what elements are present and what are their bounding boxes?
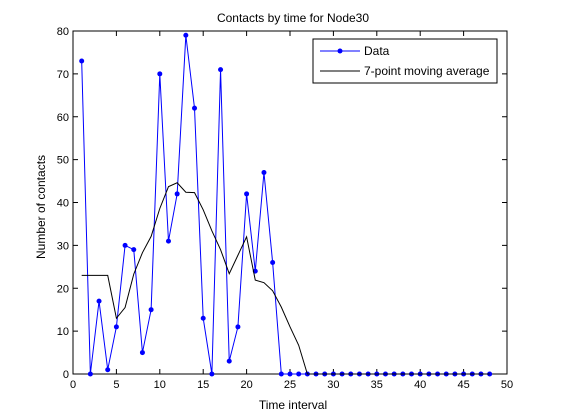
y-tick-label: 60 <box>57 112 69 124</box>
data-point <box>287 371 293 377</box>
y-tick-label: 80 <box>57 26 69 38</box>
x-tick-label: 35 <box>371 379 383 391</box>
y-tick-label: 30 <box>57 240 69 252</box>
data-point <box>87 371 93 377</box>
legend-box <box>312 38 498 84</box>
data-point <box>270 260 276 266</box>
data-point <box>226 358 232 364</box>
axis-ticks: 0 5 10 15 20 25 30 35 40 45 50 0 10 20 30 40 50 60 70 80 <box>57 26 513 391</box>
y-axis-label: Number of contacts <box>34 155 48 259</box>
y-tick-label: 40 <box>57 198 69 210</box>
data-point <box>148 307 154 313</box>
data-point <box>79 58 85 64</box>
x-tick-label: 50 <box>501 379 513 391</box>
y-tick-label: 20 <box>57 283 69 295</box>
legend-label-moving-average: 7-point moving average <box>364 64 490 78</box>
legend: Data 7-point moving average <box>312 38 498 84</box>
data-point <box>218 67 224 73</box>
data-point <box>278 371 284 377</box>
data-point <box>296 371 302 377</box>
series-line-moving-average <box>81 182 490 375</box>
x-tick-label: 10 <box>154 379 166 391</box>
y-tick-label: 70 <box>57 69 69 81</box>
data-point <box>183 32 189 38</box>
x-tick-label: 30 <box>327 379 339 391</box>
data-point <box>235 324 241 330</box>
chart-title: Contacts by time for Node30 <box>217 11 369 25</box>
data-point <box>157 71 163 77</box>
data-point <box>139 350 145 356</box>
x-tick-label: 40 <box>414 379 426 391</box>
data-point <box>200 315 206 321</box>
plot-area <box>72 30 508 375</box>
series-layer <box>79 32 493 377</box>
x-tick-label: 15 <box>197 379 209 391</box>
x-tick-label: 45 <box>457 379 469 391</box>
data-point <box>96 298 102 304</box>
data-point <box>192 105 198 111</box>
data-point <box>165 238 171 244</box>
data-point <box>113 324 119 330</box>
legend-marker-data <box>337 48 343 54</box>
x-tick-label: 0 <box>70 379 76 391</box>
y-tick-label: 50 <box>57 155 69 167</box>
data-point <box>261 169 267 175</box>
y-tick-label: 0 <box>63 369 69 381</box>
data-point <box>174 191 180 197</box>
data-point <box>122 242 128 248</box>
x-axis-label: Time interval <box>259 398 327 412</box>
legend-label-data: Data <box>364 44 390 58</box>
y-tick-label: 10 <box>57 326 69 338</box>
data-point <box>105 367 111 373</box>
data-point <box>209 371 215 377</box>
x-tick-label: 25 <box>284 379 296 391</box>
data-point <box>244 191 250 197</box>
x-tick-label: 20 <box>240 379 252 391</box>
data-point <box>131 247 137 253</box>
x-tick-label: 5 <box>113 379 119 391</box>
